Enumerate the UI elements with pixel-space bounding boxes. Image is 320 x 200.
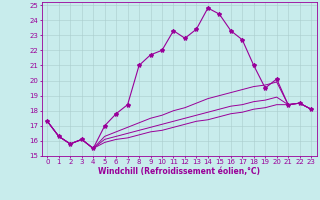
X-axis label: Windchill (Refroidissement éolien,°C): Windchill (Refroidissement éolien,°C)	[98, 167, 260, 176]
